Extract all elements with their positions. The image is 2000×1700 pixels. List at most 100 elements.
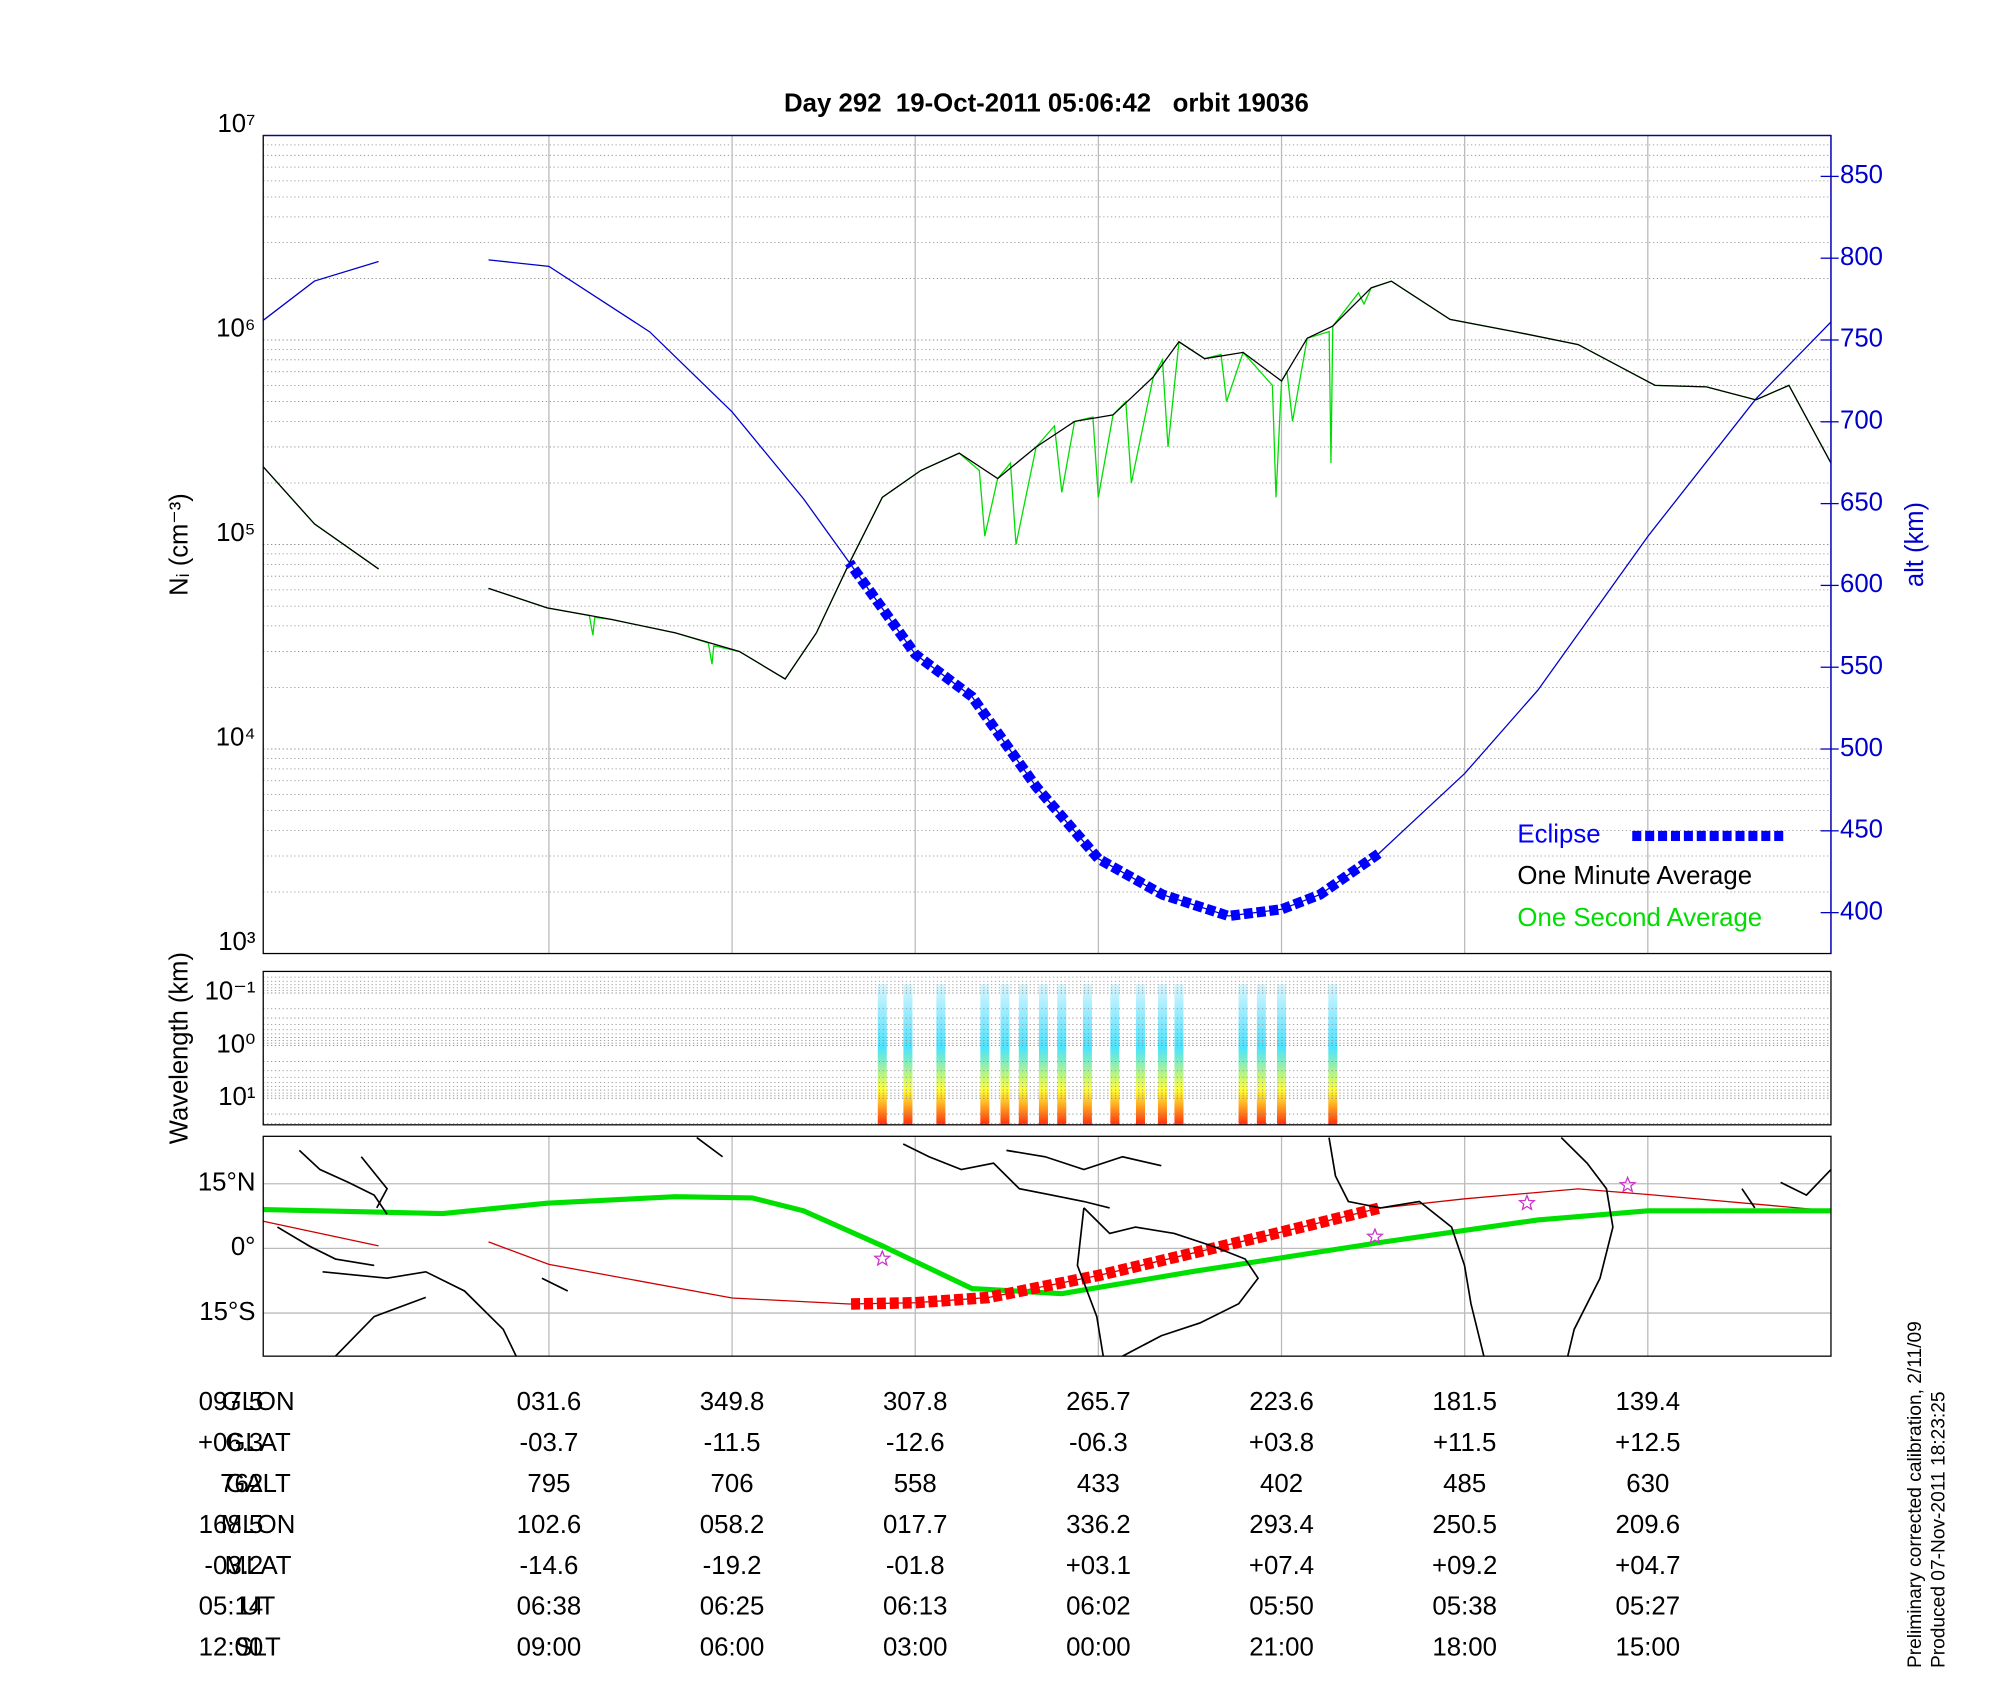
burst bbox=[1082, 984, 1092, 1125]
burst bbox=[1238, 984, 1248, 1125]
coastlines bbox=[276, 1136, 1831, 1357]
y-tick-label: 15°S bbox=[199, 1298, 255, 1326]
table-cell: 06:02 bbox=[1066, 1593, 1131, 1621]
table-cell: 05:14 bbox=[199, 1593, 264, 1621]
table-cell: 706 bbox=[711, 1470, 754, 1498]
table-cell: 349.8 bbox=[700, 1388, 765, 1416]
table-cell: 031.6 bbox=[517, 1388, 582, 1416]
eclipse-track bbox=[849, 1202, 1380, 1310]
burst bbox=[903, 984, 913, 1125]
table-cell: 336.2 bbox=[1066, 1511, 1131, 1539]
table-cell: -06.3 bbox=[1069, 1429, 1128, 1457]
y2-tick-label: 500 bbox=[1840, 734, 1883, 762]
series-line bbox=[263, 280, 1831, 680]
plot-area bbox=[263, 135, 1831, 954]
table-cell: 05:50 bbox=[1249, 1593, 1314, 1621]
table-cell: 06:13 bbox=[883, 1593, 948, 1621]
table-cell: 06:38 bbox=[517, 1593, 582, 1621]
burst bbox=[1018, 984, 1028, 1125]
y2-tick-label: 550 bbox=[1840, 652, 1883, 680]
map-area bbox=[263, 1136, 1831, 1357]
table-cell: +04.7 bbox=[1615, 1552, 1680, 1580]
y-tick-label: 0° bbox=[231, 1233, 256, 1261]
burst bbox=[877, 984, 887, 1125]
table-cell: 762 bbox=[220, 1470, 263, 1498]
burst bbox=[1174, 984, 1184, 1125]
table-cell: 00:00 bbox=[1066, 1634, 1131, 1662]
chart-title: Day 292 19-Oct-2011 05:06:42 orbit 19036 bbox=[784, 90, 1309, 118]
legend-label: One Second Average bbox=[1517, 904, 1762, 932]
table-cell: -11.5 bbox=[704, 1429, 761, 1457]
table-cell: -01.8 bbox=[886, 1552, 945, 1580]
table-cell: 017.7 bbox=[883, 1511, 948, 1539]
row-label: GLAT bbox=[225, 1429, 291, 1457]
y-tick-label: 10⁶ bbox=[216, 315, 255, 343]
table-cell: 03:00 bbox=[883, 1634, 948, 1662]
y-tick-label: 15°N bbox=[198, 1169, 256, 1197]
altitude-line bbox=[263, 259, 1831, 917]
star-marker bbox=[873, 1249, 892, 1267]
spectrogram-area bbox=[263, 976, 1831, 1125]
green-track bbox=[263, 1194, 1831, 1297]
table-cell: 307.8 bbox=[883, 1388, 948, 1416]
table-cell: 402 bbox=[1260, 1470, 1303, 1498]
table-cell: +06.3 bbox=[198, 1429, 263, 1457]
burst bbox=[1277, 984, 1287, 1125]
row-label: UT bbox=[241, 1593, 276, 1621]
series-line bbox=[845, 559, 1382, 922]
table-cell: 558 bbox=[894, 1470, 937, 1498]
burst bbox=[1328, 984, 1338, 1125]
table-cell: 630 bbox=[1626, 1470, 1669, 1498]
burst bbox=[1057, 984, 1067, 1125]
table-cell: +03.8 bbox=[1249, 1429, 1314, 1457]
y-axis-label: Nᵢ (cm⁻³) bbox=[165, 493, 193, 596]
y-axis-label: Wavelength (km) bbox=[165, 952, 193, 1144]
table-cell: 293.4 bbox=[1249, 1511, 1314, 1539]
y-tick-label: 10⁻¹ bbox=[205, 978, 256, 1006]
burst bbox=[1256, 984, 1266, 1125]
y-tick-label: 10⁰ bbox=[216, 1030, 255, 1058]
table-cell: 06:00 bbox=[700, 1634, 765, 1662]
table-cell: 06:25 bbox=[700, 1593, 765, 1621]
table-cell: 139.4 bbox=[1616, 1388, 1681, 1416]
table-cell: -14.6 bbox=[520, 1552, 579, 1580]
table-cell: -19.2 bbox=[703, 1552, 762, 1580]
y2-tick-label: 450 bbox=[1840, 816, 1883, 844]
legend-label: One Minute Average bbox=[1517, 862, 1752, 890]
row-label: SLT bbox=[235, 1634, 281, 1662]
row-label: GLON bbox=[222, 1388, 295, 1416]
row-label: GALT bbox=[225, 1470, 291, 1498]
table-cell: 05:27 bbox=[1616, 1593, 1681, 1621]
row-label: MLON bbox=[221, 1511, 296, 1539]
table-cell: 097.5 bbox=[199, 1388, 264, 1416]
y2-tick-label: 600 bbox=[1840, 570, 1883, 598]
table-cell: 102.6 bbox=[517, 1511, 582, 1539]
table-cell: -03.7 bbox=[520, 1429, 579, 1457]
y2-tick-label: 400 bbox=[1840, 897, 1883, 925]
table-cell: +03.1 bbox=[1066, 1552, 1131, 1580]
y2-tick-label: 650 bbox=[1840, 488, 1883, 516]
y-tick-label: 10⁵ bbox=[216, 519, 255, 547]
table-cell: 209.6 bbox=[1616, 1511, 1681, 1539]
y-tick-label: 10³ bbox=[218, 928, 256, 956]
table-cell: 05:38 bbox=[1432, 1593, 1497, 1621]
table-cell: 21:00 bbox=[1249, 1634, 1314, 1662]
table-cell: 12:00 bbox=[199, 1634, 264, 1662]
star-marker bbox=[1618, 1175, 1637, 1193]
table-cell: +11.5 bbox=[1433, 1429, 1496, 1457]
footnote: Preliminary corrected calibration, 2/11/… bbox=[1905, 1321, 1926, 1668]
burst bbox=[1000, 984, 1010, 1125]
table-cell: -12.6 bbox=[886, 1429, 945, 1457]
burst bbox=[1038, 984, 1048, 1125]
y2-axis-label: alt (km) bbox=[1901, 502, 1929, 587]
burst bbox=[1110, 984, 1120, 1125]
table-cell: +07.4 bbox=[1249, 1552, 1314, 1580]
plot-frame bbox=[262, 1135, 1832, 1357]
plot-frame bbox=[262, 970, 1832, 1126]
table-cell: 181.5 bbox=[1432, 1388, 1497, 1416]
table-cell: +12.5 bbox=[1615, 1429, 1680, 1457]
y-tick-label: 10¹ bbox=[218, 1083, 255, 1111]
table-cell: 250.5 bbox=[1432, 1511, 1497, 1539]
table-cell: 795 bbox=[527, 1470, 570, 1498]
